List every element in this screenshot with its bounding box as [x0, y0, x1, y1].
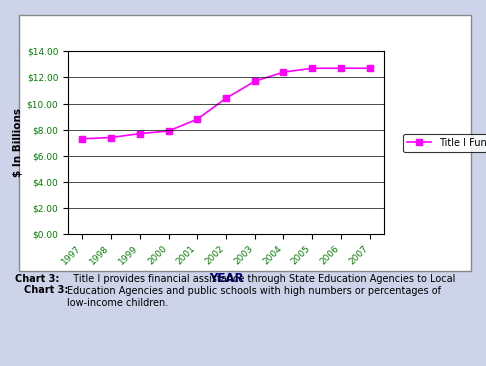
- X-axis label: YEAR: YEAR: [208, 272, 243, 285]
- Title I Funding: [252, 79, 258, 83]
- Title I Funding: [223, 96, 229, 101]
- Title I Funding: [80, 137, 86, 141]
- Text: Chart 3:: Chart 3:: [24, 285, 69, 295]
- Title I Funding: [280, 70, 286, 74]
- Title I Funding: [366, 66, 372, 70]
- Title I Funding: [338, 66, 344, 70]
- Title I Funding: [194, 117, 200, 122]
- Title I Funding: [108, 135, 114, 140]
- Legend: Title I Funding: Title I Funding: [403, 134, 486, 152]
- Line: Title I Funding: Title I Funding: [80, 66, 372, 142]
- Title I Funding: [309, 66, 315, 70]
- Title I Funding: [166, 129, 172, 133]
- Text: Chart 3:: Chart 3:: [15, 274, 59, 284]
- Title I Funding: [137, 131, 143, 136]
- Text: Title I provides financial assistance through State Education Agencies to Local : Title I provides financial assistance th…: [67, 274, 455, 308]
- Y-axis label: $ In Billions: $ In Billions: [13, 108, 22, 177]
